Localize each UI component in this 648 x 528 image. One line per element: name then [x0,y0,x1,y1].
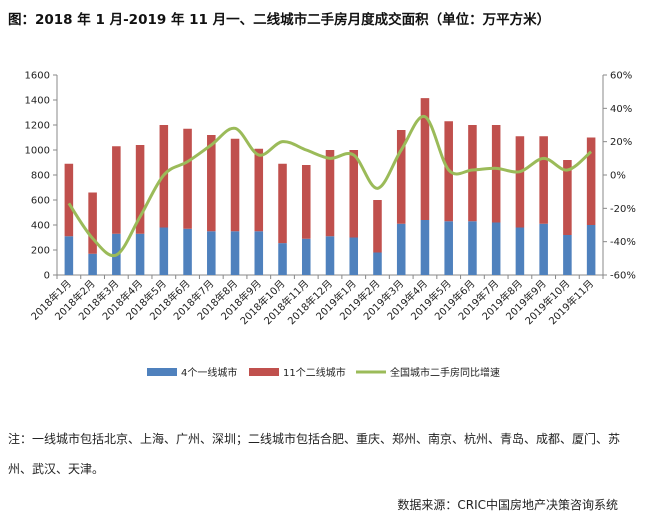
legend-label-growth: 全国城市二手房同比增速 [390,366,500,379]
bar-tier2-city [468,125,477,222]
bar-tier2-city [183,128,192,229]
x-axis-labels: 2018年1月2018年2月2018年3月2018年4月2018年5月2018年… [28,277,596,327]
bar-tier2-city [349,150,359,238]
bar-tier1-city [444,221,453,275]
bar-tier1-city [420,220,430,275]
bar-tier1-city [468,221,477,275]
bar-tier2-city [325,150,335,237]
y-left-tick-label: 1600 [25,71,50,82]
chart-legend: 4个一线城市 11个二线城市 全国城市二手房同比增速 [147,366,500,379]
y-left-tick-label: 1200 [25,121,50,132]
bar-tier1-city [349,237,359,275]
y-left-tick-label: 600 [31,196,50,207]
bar-tier1-city [254,231,264,275]
bar-tier2-city [278,163,287,244]
bar-tier1-city [88,253,97,275]
y-left-tick-label: 800 [31,171,50,182]
bar-tier1-city [230,231,240,275]
bar-tier2-city [254,148,264,232]
data-source: 数据来源：CRIC中国房地产决策咨询系统 [397,498,618,512]
bar-tier1-city [325,236,335,275]
footnote: 注：一线城市包括北京、上海、广州、深圳；二线城市包括合肥、重庆、郑州、南京、杭州… [8,432,621,476]
bar-tier1-city [278,243,287,275]
bar-tier2-city [491,125,501,223]
bar-tier2-city [88,192,97,254]
bar-tier1-city [135,233,145,275]
bar-tier2-city [112,146,121,234]
bar-tier2-city [207,135,216,232]
bar-tier2-city [539,136,548,224]
bar-tier1-city [373,252,382,275]
bar-tier2-city [396,130,406,224]
bar-tier2-city [64,163,74,237]
y-right-tick-label: 40% [610,104,632,115]
bar-tier1-city [64,236,74,275]
legend-swatch-tier2 [249,368,279,376]
bar-tier1-city [539,223,548,275]
bar-tier1-city [563,235,572,275]
bar-tier1-city [586,225,596,275]
bar-tier1-city [301,238,311,275]
chart-axes: 0 200 400 600 800 1000 1200 1400 1600 -60% -40% -20… [25,71,636,282]
bar-tier1-city [396,223,406,275]
bar-tier2-city [301,165,311,239]
bar-tier2-city [373,200,382,253]
bar-tier1-city [159,227,169,275]
bar-tier2-city [230,138,240,232]
y-right-tick-label: -40% [610,237,636,248]
bar-tier2-city [515,136,525,228]
bar-tier1-city [515,227,525,275]
legend-swatch-tier1 [147,368,177,376]
legend-label-tier1: 4个一线城市 [181,366,237,379]
bar-tier2-city [135,145,145,234]
legend-label-tier2: 11个二线城市 [283,366,346,379]
y-left-tick-label: 1000 [25,146,50,157]
y-left-tick-label: 400 [31,221,50,232]
bar-tier1-city [207,231,216,275]
y-right-tick-label: 0% [610,171,626,182]
bar-tier1-city [491,222,501,275]
y-right-tick-label: 60% [610,71,632,82]
y-left-tick-label: 0 [44,271,50,282]
y-right-tick-label: 20% [610,137,632,148]
y-right-tick-label: -60% [610,271,636,282]
y-left-tick-label: 1400 [25,96,50,107]
combo-chart: 0 200 400 600 800 1000 1200 1400 1600 -60% -40% -20… [25,71,636,380]
y-left-tick-label: 200 [31,246,50,257]
bar-tier2-city [586,137,596,225]
bar-tier2-city [563,160,572,235]
bar-tier2-city [420,98,430,220]
chart-bars [64,98,596,275]
bar-tier1-city [183,228,192,275]
chart-line [67,115,593,258]
chart-title: 图：2018 年 1 月-2019 年 11 月一、二线城市二手房月度成交面积（… [8,12,551,28]
y-right-tick-label: -20% [610,204,636,215]
